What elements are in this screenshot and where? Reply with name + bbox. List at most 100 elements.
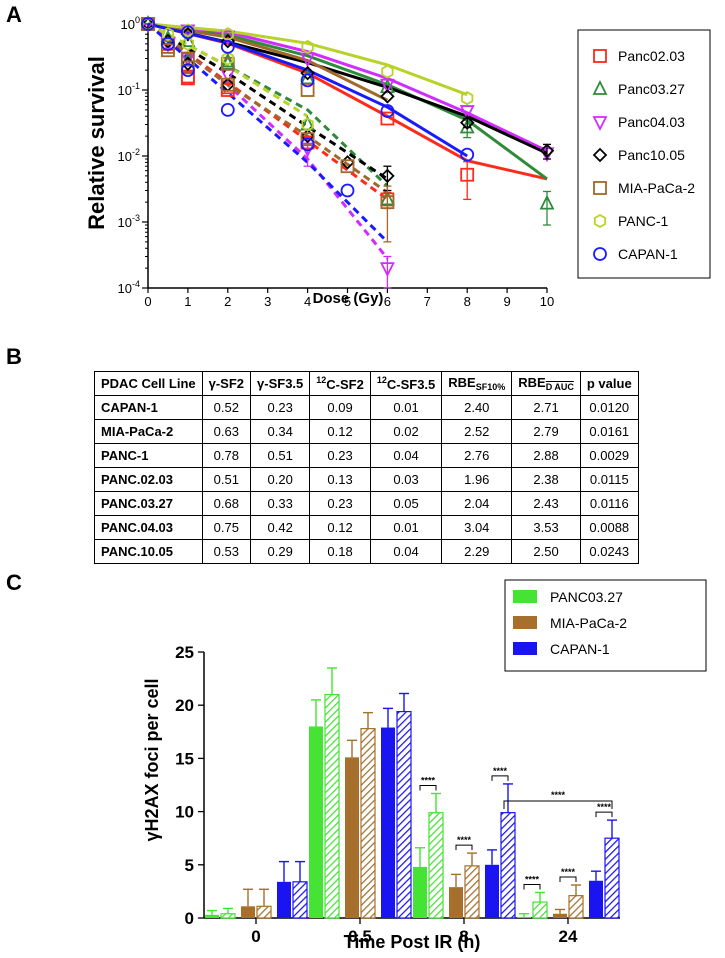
bar-photon-panc03-27: [517, 916, 531, 918]
foci-x-tick-label: 0.5: [348, 927, 372, 946]
foci-y-tick-label: 5: [185, 856, 194, 875]
photon-point-panc10-05: [459, 115, 475, 130]
survival-x-tick-label: 6: [384, 294, 391, 309]
legend-marker-panc-1: [593, 213, 607, 229]
photon-fit-line-panc-1: [147, 22, 468, 97]
foci-y-tick-label: 10: [175, 803, 194, 822]
photon-point-panc10-05: [539, 143, 555, 159]
survival-y-tick-label: 10-4: [118, 279, 140, 296]
table-cell: 0.0161: [579, 419, 639, 444]
legend-label-panc04-03: Panc04.03: [618, 114, 685, 130]
photon-point-panc10-05: [220, 33, 236, 49]
legend-swatch-panc03-27: [513, 590, 537, 603]
survival-chart-legend: Panc02.03 Panc03.27 Panc04.03 Panc10.05 MIA-…: [577, 29, 711, 279]
photon-point-panc-1: [381, 64, 394, 79]
header-carbon-sf2-text: C-SF2: [326, 377, 364, 392]
carbon-point-panc-1: [181, 36, 195, 51]
table-cell: 0.42: [250, 515, 311, 540]
bar-photon-capan-1: [485, 864, 499, 918]
survival-chart-xlabel: Dose (Gy): [313, 290, 384, 307]
header-carbon-sf35-text: C-SF3.5: [386, 377, 436, 392]
bar-photon-mia-paca-2: [345, 757, 359, 918]
survival-x-tick-label: 3: [264, 294, 271, 309]
foci-y-tick-label: 25: [175, 643, 194, 662]
legend-label-mia-paca-2: MIA-PaCa-2: [550, 615, 627, 631]
survival-y-tick-label: 10-3: [118, 213, 140, 230]
table-cell: 0.51: [250, 443, 311, 468]
photon-point-capan-1: [180, 25, 195, 40]
table-cell: 2.29: [441, 539, 513, 564]
carbon-point-mia-paca-2: [300, 132, 315, 147]
table-row: PANC.04.03 0.75 0.42 0.12 0.01 3.04 3.53 0.0088: [94, 515, 639, 540]
survival-y-tick-label: 10-1: [118, 81, 140, 98]
carbon-point-mia-paca-2: [340, 159, 355, 174]
bar-photon-panc03-27: [205, 914, 219, 918]
header-p-value: p value: [579, 371, 639, 396]
bar-photon-capan-1: [277, 881, 291, 918]
photon-point-panc10-05: [300, 65, 315, 81]
table-cell: 0.09: [309, 395, 371, 420]
foci-chart-significance: **** **** **** **** **** **** ****: [419, 766, 613, 890]
survival-x-tick-label: 8: [464, 294, 471, 309]
significance-stars: ****: [457, 835, 472, 845]
carbon-point-capan-1: [180, 63, 195, 78]
table-cell: 0.78: [201, 443, 252, 468]
survival-legend-frame: [577, 29, 711, 279]
cell-line-name: PANC.10.05: [94, 539, 203, 564]
bar-photon-mia-paca-2: [449, 887, 463, 918]
significance-bracket: [419, 785, 437, 791]
photon-point-panc02-03: [460, 167, 475, 182]
table-header-row: PDAC Cell Line γ-SF2 γ-SF3.5 12C-SF2 12C…: [94, 371, 639, 396]
carbon-point-capan-1: [161, 36, 175, 51]
table-cell: 0.23: [250, 395, 311, 420]
table-cell: 0.01: [369, 515, 443, 540]
table-cell: 2.38: [511, 467, 581, 492]
photon-point-mia-paca-2: [300, 83, 315, 97]
table-cell: 2.52: [441, 419, 513, 444]
significance-stars: ****: [551, 790, 566, 800]
table-cell: 2.79: [511, 419, 581, 444]
table-body: CAPAN-1 0.52 0.23 0.09 0.01 2.40 2.71 0.0120 MIA…: [94, 395, 639, 564]
significance-stars: ****: [493, 766, 508, 776]
legend-label-mia-paca-2: MIA-PaCa-2: [618, 180, 695, 196]
table-cell: 0.0088: [579, 515, 639, 540]
photon-point-panc10-05: [180, 26, 196, 42]
photon-point-capan-1: [460, 147, 475, 162]
table-cell: 0.20: [250, 467, 311, 492]
legend-label-panc02-03: Panc02.03: [618, 48, 685, 64]
legend-marker-panc10-05: [592, 147, 608, 163]
legend-label-panc10-05: Panc10.05: [618, 147, 685, 163]
table-cell: 2.76: [441, 443, 513, 468]
foci-y-tick-label: 15: [175, 749, 194, 768]
bar-photon-panc03-27: [309, 726, 323, 918]
carbon-fit-line-panc03-27: [147, 22, 389, 188]
header-rbe-text-2: RBE: [518, 375, 546, 390]
bar-carbon-mia-paca-2: [360, 728, 376, 919]
header-carbon-sup-2: 12: [376, 375, 387, 385]
table-cell: 0.0120: [579, 395, 639, 420]
legend-label-panc-1: PANC-1: [618, 213, 669, 229]
table-cell: 2.71: [511, 395, 581, 420]
table-cell: 0.13: [309, 467, 371, 492]
table-cell: 0.04: [369, 443, 443, 468]
table-cell: 2.88: [511, 443, 581, 468]
foci-chart-ylabel: γH2AX foci per cell: [142, 678, 162, 841]
survival-y-tick-label: 10-2: [118, 147, 140, 164]
table-cell: 0.63: [201, 419, 252, 444]
cell-line-name: PANC.04.03: [94, 515, 203, 540]
survival-chart-fit-lines: [147, 22, 548, 260]
significance-stars: ****: [597, 802, 612, 812]
bar-carbon-mia-paca-2: [256, 905, 272, 919]
table-cell: 0.0029: [579, 443, 639, 468]
bar-photon-mia-paca-2: [241, 906, 255, 918]
carbon-point-capan-1: [300, 137, 315, 152]
foci-legend-frame: [504, 579, 707, 672]
bar-carbon-panc03-27: [324, 693, 340, 919]
foci-y-tick-label: 0: [185, 909, 194, 928]
photon-point-mia-paca-2: [380, 195, 395, 210]
table-row: PANC-1 0.78 0.51 0.23 0.04 2.76 2.88 0.0029: [94, 443, 639, 468]
bar-photon-mia-paca-2: [553, 913, 567, 918]
significance-stars: ****: [421, 776, 436, 786]
carbon-point-panc-1: [221, 51, 234, 66]
